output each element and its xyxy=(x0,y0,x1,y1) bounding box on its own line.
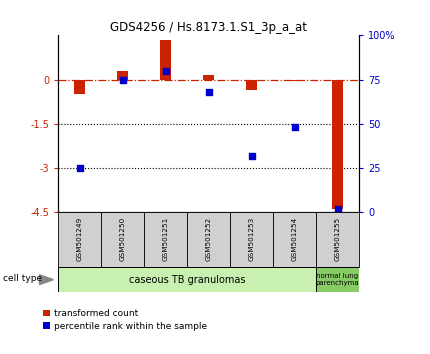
Point xyxy=(162,68,169,74)
Bar xyxy=(187,212,230,267)
Point xyxy=(248,153,255,159)
Title: GDS4256 / Hs.8173.1.S1_3p_a_at: GDS4256 / Hs.8173.1.S1_3p_a_at xyxy=(110,21,307,34)
Bar xyxy=(332,80,343,210)
Bar xyxy=(273,212,316,267)
Text: GSM501253: GSM501253 xyxy=(249,217,255,261)
Text: GSM501254: GSM501254 xyxy=(292,217,298,261)
Bar xyxy=(230,212,273,267)
Point xyxy=(205,89,212,95)
Point xyxy=(334,206,341,212)
Text: GSM501249: GSM501249 xyxy=(77,217,83,261)
Bar xyxy=(160,40,171,80)
Text: normal lung
parenchyma: normal lung parenchyma xyxy=(316,273,359,286)
Bar xyxy=(58,267,316,292)
Bar xyxy=(58,212,101,267)
Text: GSM501252: GSM501252 xyxy=(206,217,212,261)
Bar xyxy=(203,75,214,80)
Bar xyxy=(117,71,128,80)
Polygon shape xyxy=(40,275,53,285)
Bar xyxy=(74,80,85,95)
Text: GSM501250: GSM501250 xyxy=(120,217,126,261)
Text: GSM501251: GSM501251 xyxy=(163,217,169,261)
Text: caseous TB granulomas: caseous TB granulomas xyxy=(129,275,245,285)
Legend: transformed count, percentile rank within the sample: transformed count, percentile rank withi… xyxy=(43,309,207,331)
Point xyxy=(119,77,126,82)
Point xyxy=(76,165,83,171)
Bar xyxy=(316,267,359,292)
Bar xyxy=(289,80,300,81)
Bar xyxy=(144,212,187,267)
Text: GSM501255: GSM501255 xyxy=(335,217,341,261)
Bar xyxy=(246,80,257,90)
Point xyxy=(291,125,298,130)
Bar xyxy=(316,212,359,267)
Text: cell type: cell type xyxy=(3,274,42,283)
Bar xyxy=(101,212,144,267)
